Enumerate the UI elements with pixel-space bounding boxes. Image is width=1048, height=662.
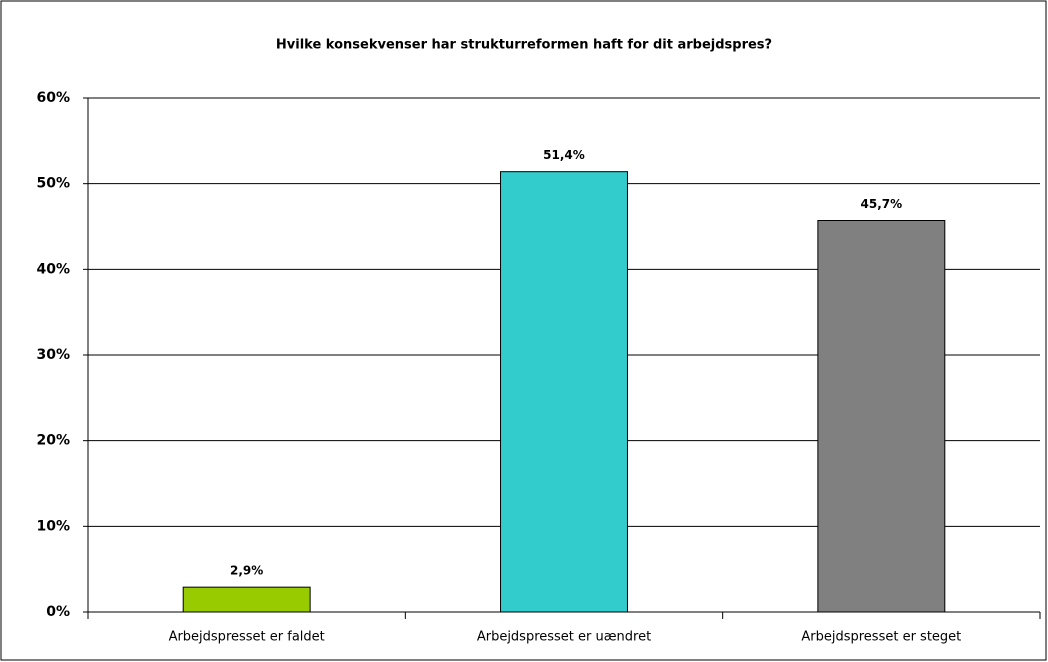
x-tick-label: Arbejdspresset er faldet [169, 630, 325, 645]
value-label: 45,7% [861, 197, 903, 211]
x-tick-label: Arbejdspresset er steget [801, 630, 961, 645]
y-tick-label: 50% [36, 176, 70, 192]
y-tick-label: 0% [46, 604, 70, 620]
y-tick-label: 10% [36, 518, 70, 534]
value-label: 51,4% [543, 148, 585, 162]
y-tick-label: 40% [36, 261, 70, 277]
y-tick-label: 30% [36, 347, 70, 363]
value-label: 2,9% [230, 564, 263, 578]
bar [817, 220, 946, 613]
y-tick-label: 60% [36, 90, 70, 106]
bar [500, 171, 628, 613]
chart-title: Hvilke konsekvenser har strukturreformen… [276, 38, 772, 53]
x-tick-label: Arbejdspresset er uændret [477, 630, 651, 645]
bar [182, 586, 311, 613]
y-tick-label: 20% [36, 433, 70, 449]
